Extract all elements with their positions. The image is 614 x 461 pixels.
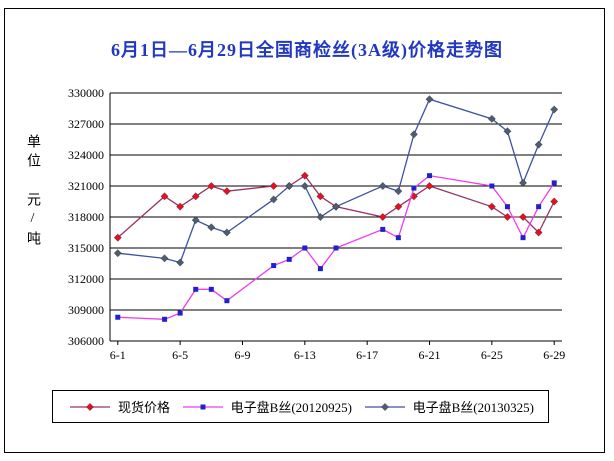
legend-label-contract-20130325: 电子盘B丝(20130325) [412, 400, 534, 415]
svg-text:321000: 321000 [68, 179, 104, 193]
y-axis-unit-label: 单位 元/吨 [25, 134, 40, 250]
svg-text:6-1: 6-1 [110, 348, 126, 362]
svg-text:6-21: 6-21 [419, 348, 441, 362]
chart-title: 6月1日—6月29日全国商检丝(3A级)价格走势图 [111, 40, 503, 60]
legend-marker-spot-price [70, 402, 110, 411]
svg-text:324000: 324000 [68, 148, 104, 162]
svg-text:6-5: 6-5 [172, 348, 188, 362]
svg-text:312000: 312000 [68, 272, 104, 286]
legend-marker-contract-20130325 [364, 402, 405, 411]
legend-item-contract-20120925: 电子盘B丝(20120925) [182, 397, 352, 416]
svg-text:6-17: 6-17 [356, 348, 378, 362]
svg-text:330000: 330000 [68, 86, 104, 100]
legend-item-contract-20130325: 电子盘B丝(20130325) [364, 397, 534, 416]
svg-text:6-29: 6-29 [543, 348, 565, 362]
chart-border [4, 8, 605, 453]
svg-text:6-13: 6-13 [294, 348, 316, 362]
svg-text:318000: 318000 [68, 210, 104, 224]
svg-text:327000: 327000 [68, 117, 104, 131]
chart-legend: 现货价格 电子盘B丝(20120925) 电子盘B丝(20130325) [52, 390, 549, 423]
legend-item-spot-price: 现货价格 [69, 397, 170, 416]
svg-text:309000: 309000 [68, 303, 104, 317]
legend-label-spot-price: 现货价格 [118, 400, 171, 415]
legend-marker-contract-20120925 [182, 404, 223, 409]
svg-text:306000: 306000 [68, 334, 104, 348]
svg-text:6-9: 6-9 [234, 348, 250, 362]
svg-text:315000: 315000 [68, 241, 104, 255]
legend-label-contract-20120925: 电子盘B丝(20120925) [230, 400, 352, 415]
svg-text:6-25: 6-25 [481, 348, 503, 362]
